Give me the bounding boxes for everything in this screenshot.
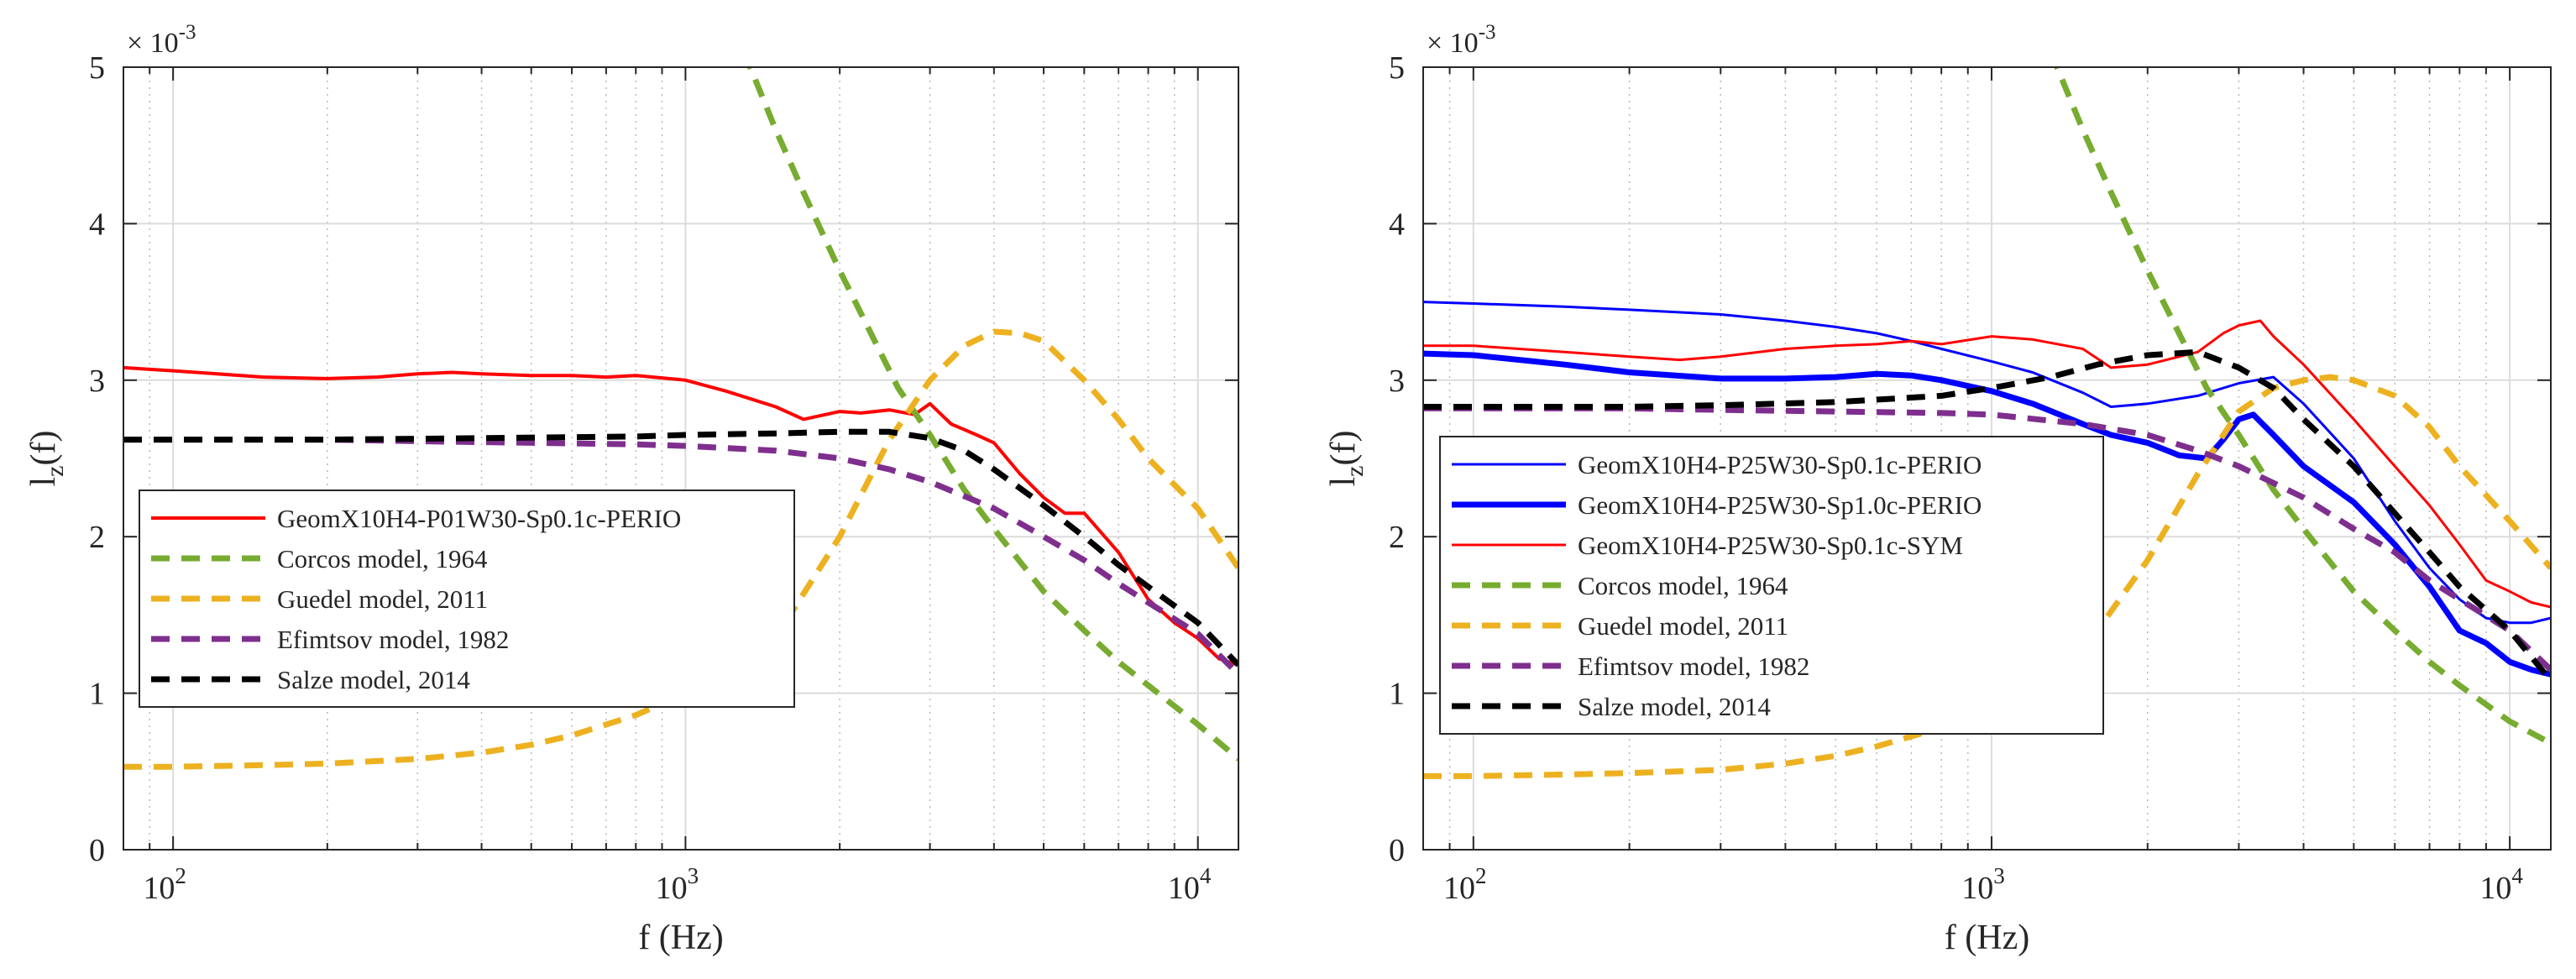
series-group bbox=[123, 67, 1238, 770]
series-line bbox=[123, 365, 1238, 667]
series-line bbox=[123, 428, 1238, 668]
left-chart-panel: 102 103 104 0 1 2 3 4 5 × 10-3 f (Hz) lz(f) GeomX10H… bbox=[24, 21, 1239, 957]
x-tick-label: 102 bbox=[1443, 863, 1487, 906]
series-line bbox=[1423, 350, 2551, 678]
series-line bbox=[2054, 67, 2551, 746]
series-group bbox=[1423, 67, 2551, 779]
series-line bbox=[1423, 374, 2551, 779]
y-tick-label: 3 bbox=[89, 364, 105, 399]
series-line bbox=[746, 67, 1238, 762]
y-tick-label: 0 bbox=[89, 833, 105, 868]
series-line bbox=[1423, 301, 2551, 625]
x-axis-label: f (Hz) bbox=[1945, 919, 2029, 957]
legend-label: GeomX10H4-P25W30-Sp0.1c-PERIO bbox=[1578, 450, 1982, 479]
y-exponent-label: × 10-3 bbox=[127, 21, 196, 59]
series-line bbox=[123, 328, 1238, 770]
x-tick-label: 103 bbox=[1961, 863, 2005, 906]
legend-label: Salze model, 2014 bbox=[277, 665, 470, 694]
legend-label: GeomX10H4-P01W30-Sp0.1c-PERIO bbox=[277, 504, 681, 533]
axes-box bbox=[1422, 66, 2552, 851]
y-tick-label: 1 bbox=[1389, 677, 1405, 712]
y-axis-label: lz(f) bbox=[24, 431, 69, 487]
axes-box bbox=[123, 66, 1239, 851]
x-axis-label: f (Hz) bbox=[638, 919, 723, 957]
y-tick-label: 3 bbox=[1389, 364, 1405, 399]
legend-label: GeomX10H4-P25W30-Sp1.0c-PERIO bbox=[1578, 490, 1982, 520]
y-tick-label: 2 bbox=[1389, 520, 1405, 555]
series-line bbox=[1423, 405, 2551, 673]
y-tick-label: 1 bbox=[89, 677, 105, 712]
y-tick-label: 5 bbox=[89, 50, 105, 86]
legend-label: Guedel model, 2011 bbox=[1578, 611, 1788, 641]
y-axis-label: lz(f) bbox=[1324, 431, 1369, 487]
x-tick-label: 104 bbox=[2479, 863, 2523, 906]
legend-label: Efimtsov model, 1982 bbox=[1578, 652, 1809, 681]
y-tick-label: 4 bbox=[89, 207, 105, 242]
y-tick-label: 5 bbox=[1389, 50, 1405, 86]
right-chart-panel: 102 103 104 0 1 2 3 4 5 × 10-3 f (Hz) lz(f) GeomX10H… bbox=[1324, 21, 2552, 957]
legend-label: GeomX10H4-P25W30-Sp0.1c-SYM bbox=[1578, 531, 1963, 560]
y-tick-label: 4 bbox=[1389, 207, 1405, 242]
y-tick-label: 0 bbox=[1389, 833, 1405, 868]
legend-label: Guedel model, 2011 bbox=[277, 584, 488, 614]
legend-label: Salze model, 2014 bbox=[1578, 692, 1771, 721]
x-tick-label: 104 bbox=[1168, 863, 1212, 906]
series-line bbox=[1423, 319, 2551, 609]
legend: GeomX10H4-P25W30-Sp0.1c-PERIO GeomX10H4-P… bbox=[1439, 436, 2104, 735]
x-tick-label: 102 bbox=[143, 863, 186, 906]
x-tick-label: 103 bbox=[656, 863, 699, 906]
legend-label: Corcos model, 1964 bbox=[277, 544, 488, 573]
legend-label: Corcos model, 1964 bbox=[1578, 571, 1788, 600]
legend-label: Efimtsov model, 1982 bbox=[277, 625, 509, 654]
legend: GeomX10H4-P01W30-Sp0.1c-PERIO Corcos mode… bbox=[139, 490, 795, 708]
series-line bbox=[1423, 348, 2551, 683]
y-tick-label: 2 bbox=[89, 520, 105, 555]
y-exponent-label: × 10-3 bbox=[1427, 21, 1496, 59]
